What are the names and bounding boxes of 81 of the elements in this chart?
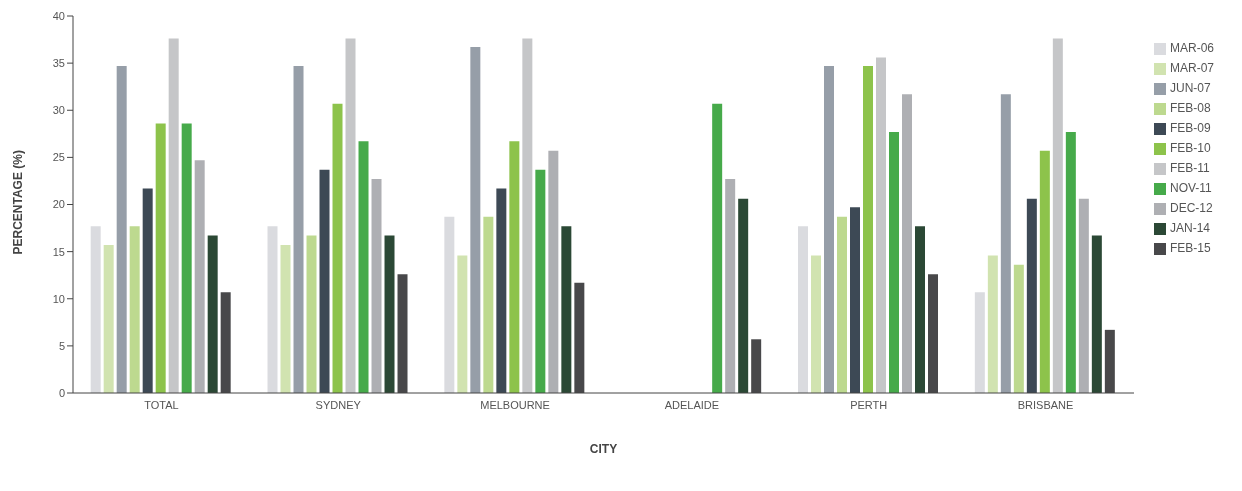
bar	[194, 160, 205, 393]
y-tick-label: 40	[52, 9, 65, 22]
legend-label: FEB-09	[1169, 121, 1211, 135]
bar	[457, 255, 468, 393]
bar	[902, 94, 913, 393]
bar	[1000, 94, 1011, 393]
bar	[1065, 131, 1076, 393]
y-tick-label: 20	[52, 198, 65, 211]
y-tick-label: 10	[52, 292, 65, 305]
bar	[712, 103, 723, 393]
bar	[483, 216, 494, 393]
bar	[1091, 235, 1102, 393]
bar	[798, 226, 809, 393]
bar	[155, 123, 166, 393]
bar	[876, 57, 887, 393]
legend-label: FEB-15	[1169, 241, 1211, 255]
bar	[358, 141, 369, 393]
legend-label: FEB-08	[1169, 101, 1211, 115]
bar	[889, 131, 900, 393]
bar	[168, 38, 179, 393]
y-axis-title: PERCENTAGE (%)	[11, 150, 26, 255]
y-tick-label: 35	[52, 57, 65, 70]
y-tick-label: 15	[52, 245, 65, 258]
bar	[850, 207, 861, 393]
bar	[974, 292, 985, 393]
bar	[535, 169, 546, 393]
bar	[267, 226, 278, 393]
bar	[1052, 38, 1063, 393]
bar	[142, 188, 153, 393]
y-tick-label: 5	[58, 339, 65, 352]
bar	[725, 179, 736, 393]
bar	[1039, 150, 1050, 393]
bar	[371, 179, 382, 393]
legend-label: JUN-07	[1169, 81, 1211, 95]
bar	[987, 255, 998, 393]
bar	[509, 141, 520, 393]
legend-label: DEC-12	[1169, 201, 1213, 215]
bar	[116, 65, 127, 393]
y-tick-label: 30	[52, 104, 65, 117]
bar	[1078, 198, 1089, 393]
bar	[293, 65, 304, 393]
x-tick-label: PERTH	[850, 398, 888, 411]
bar	[1013, 264, 1024, 393]
y-tick-label: 0	[58, 386, 65, 399]
bar	[837, 216, 848, 393]
x-tick-label: ADELAIDE	[664, 398, 720, 411]
bar	[522, 38, 533, 393]
bar	[824, 65, 835, 393]
bar	[811, 255, 822, 393]
bar	[319, 169, 330, 393]
bar	[1026, 198, 1037, 393]
bar	[332, 103, 343, 393]
legend-label: NOV-11	[1169, 181, 1212, 195]
x-tick-label: BRISBANE	[1017, 398, 1074, 411]
x-tick-label: TOTAL	[144, 398, 179, 411]
bar	[738, 198, 749, 393]
bar	[280, 245, 291, 393]
bar	[470, 47, 481, 393]
bar	[915, 226, 926, 393]
legend-label: FEB-11	[1169, 161, 1210, 175]
legend-label: MAR-06	[1169, 41, 1214, 55]
legend-label: JAN-14	[1169, 221, 1210, 235]
x-tick-label: MELBOURNE	[480, 398, 550, 411]
legend-label: FEB-10	[1169, 141, 1211, 155]
bar	[207, 235, 218, 393]
bar	[548, 150, 559, 393]
bar	[561, 226, 572, 393]
bar	[345, 38, 356, 393]
legend-label: MAR-07	[1169, 61, 1214, 75]
bar	[384, 235, 395, 393]
bar	[306, 235, 317, 393]
y-tick-label: 25	[52, 151, 65, 164]
x-axis-title: CITY	[589, 442, 618, 456]
x-tick-label: SYDNEY	[315, 398, 362, 411]
bar	[181, 123, 192, 393]
bar	[90, 226, 101, 393]
bar	[103, 245, 114, 393]
bar	[863, 65, 874, 393]
bar	[129, 226, 140, 393]
bar	[496, 188, 507, 393]
bar	[444, 216, 455, 393]
